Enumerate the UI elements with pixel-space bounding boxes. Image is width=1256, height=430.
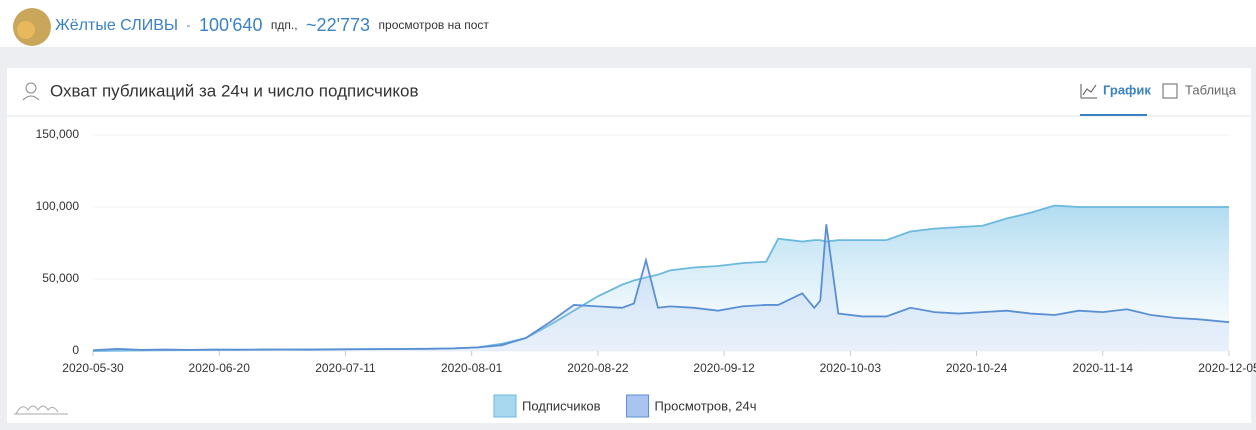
navigator-icon[interactable] [14,405,68,415]
series-area [93,205,1229,351]
top-bar [0,0,1256,47]
card-icon [22,95,40,101]
tab-icon [1162,83,1178,99]
subscribers-unit: пдп., [271,18,298,32]
x-tick-label: 2020-10-24 [946,361,1008,375]
separator: - [187,18,191,32]
x-tick-label: 2020-10-03 [820,361,882,375]
y-tick-label: 100,000 [36,199,80,213]
x-tick-label: 2020-07-11 [315,361,376,375]
card-icon [25,82,37,94]
tab[interactable]: График [1103,82,1151,97]
series-line [92,224,1230,352]
views-unit: просмотров на пост [379,18,490,32]
tab-icon [1080,84,1097,99]
x-tick-label: 2020-06-20 [189,361,251,375]
legend-swatch[interactable] [626,394,650,418]
y-tick-label: 0 [72,343,79,357]
y-tick-label: 150,000 [36,127,80,141]
channel-line: Жёлтые СЛИВЫ - 100'640 пдп., ~22'773 про… [55,15,489,35]
x-tick-label: 2020-08-01 [441,361,503,375]
avatar-art [17,21,35,39]
channel-name[interactable]: Жёлтые СЛИВЫ [55,17,178,34]
legend-label[interactable]: Просмотров, 24ч [655,398,757,413]
x-tick-label: 2020-11-14 [1073,361,1134,375]
views: ~22'773 [306,15,370,35]
series-area [93,224,1229,351]
y-tick-label: 50,000 [42,271,79,285]
legend-swatch[interactable] [493,394,517,418]
card-title: Охват публикаций за 24ч и число подписчи… [50,81,418,100]
x-tick-label: 2020-08-22 [567,361,629,375]
legend-label[interactable]: Подписчиков [522,398,601,413]
x-tick-label: 2020-05-30 [62,361,124,375]
plot: 0 50,000 100,000 150,000 2020-05-30 2020-06-2… [36,127,1256,418]
x-tick-label: 2020-09-12 [693,361,755,375]
x-tick-label: 2020-12-05 [1198,361,1256,375]
tab[interactable]: Таблица [1185,82,1237,97]
subscribers: 100'640 [199,15,263,35]
